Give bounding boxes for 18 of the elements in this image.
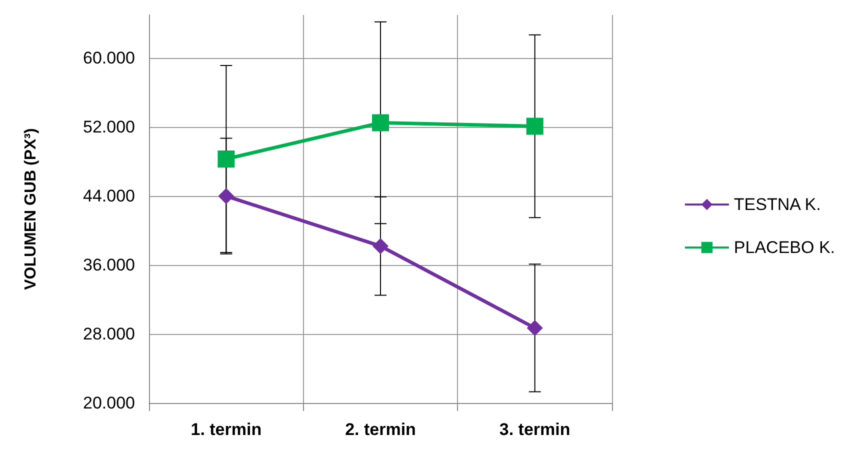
point (526, 118, 544, 135)
y-axis-title: VOLUMEN GUB (PX³) (22, 128, 40, 290)
point (526, 320, 543, 336)
point (372, 238, 388, 254)
x-tick-label: 1. termin (190, 420, 262, 439)
y-tick-label: 44.000 (83, 186, 135, 206)
y-tick-label: 20.000 (83, 394, 135, 412)
legend-label: TESTNA K. (734, 195, 821, 214)
y-tick-label: 60.000 (83, 48, 135, 68)
y-tick-label: 28.000 (83, 324, 135, 344)
point (218, 150, 235, 168)
x-tick-label: 2. termin (345, 420, 416, 439)
point (218, 188, 234, 204)
legend-label: PLACEBO K. (734, 238, 836, 257)
y-tick-label: 52.000 (83, 118, 135, 137)
y-tick-label: 36.000 (83, 256, 135, 275)
point (372, 114, 389, 132)
x-tick-label: 3. termin (499, 420, 570, 439)
